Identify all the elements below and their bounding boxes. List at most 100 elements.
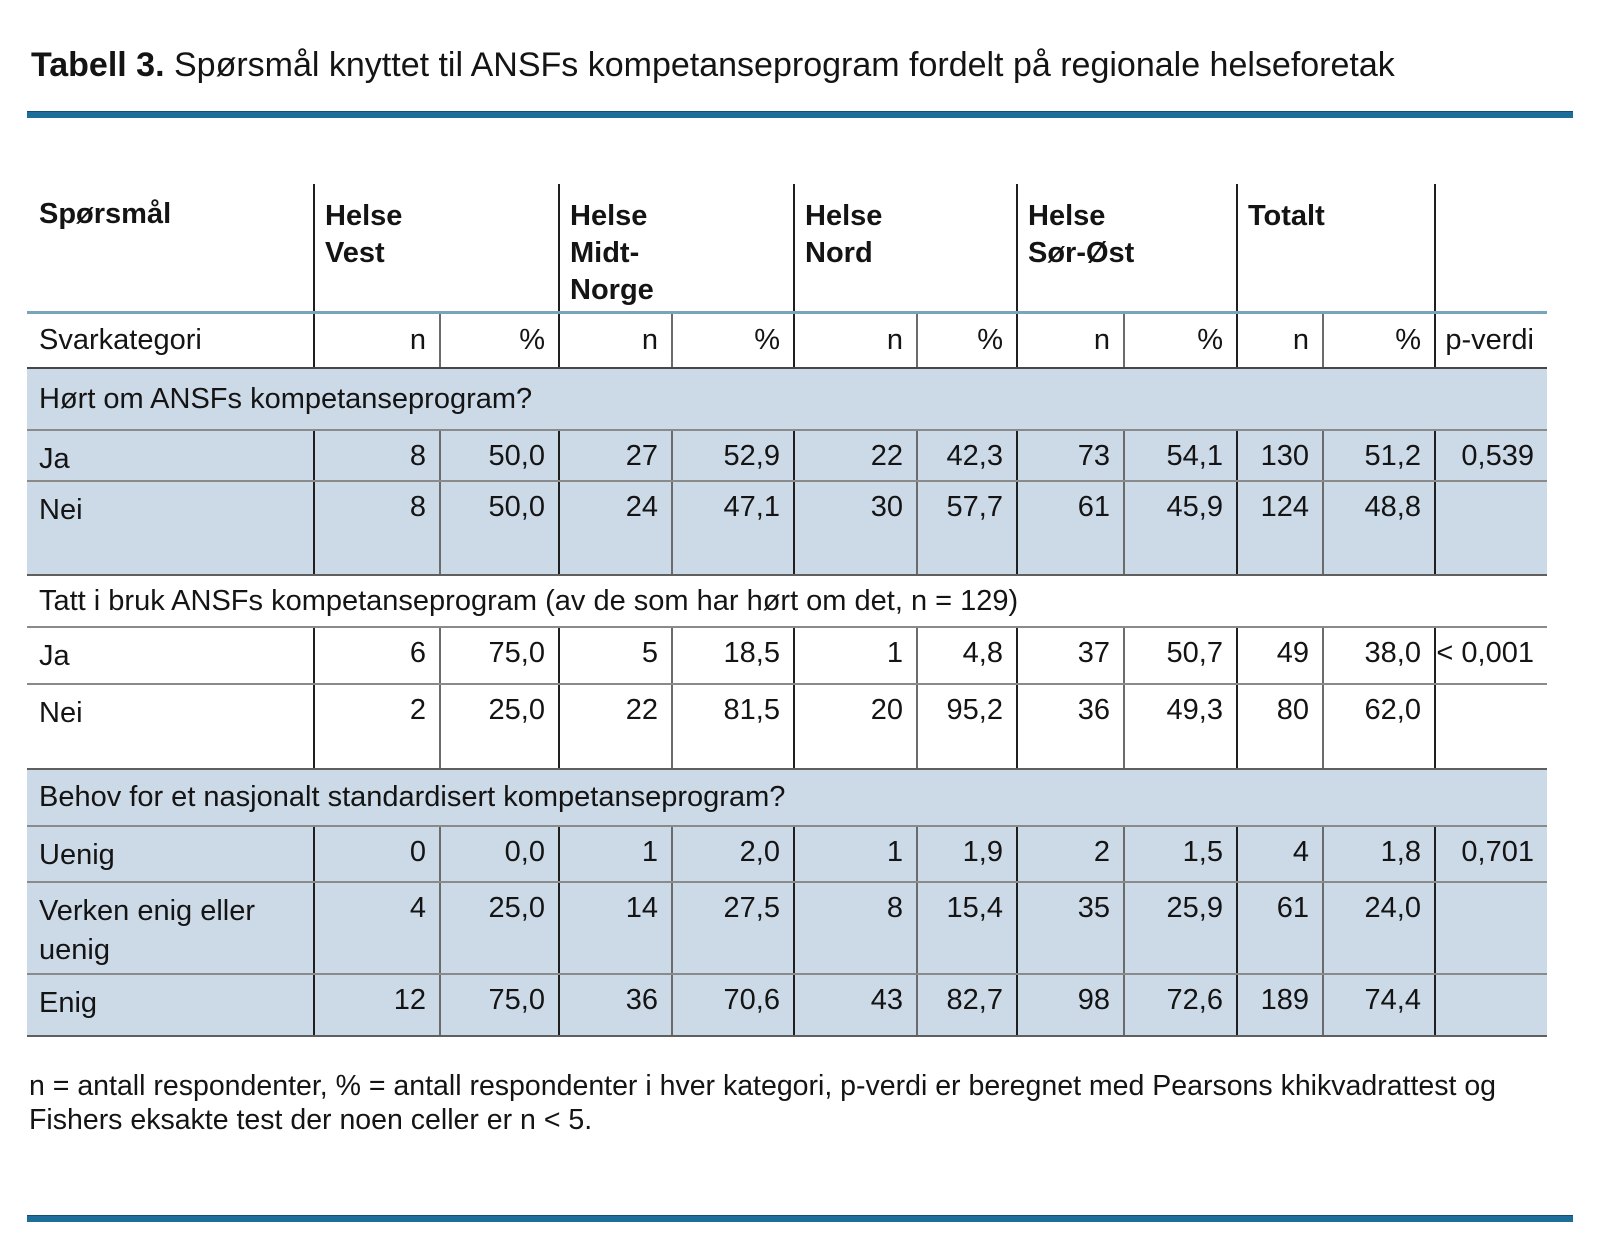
row-label: Verken enig eller uenig (27, 882, 314, 975)
cell: 4,8 (916, 627, 1017, 685)
cell: 25,0 (439, 684, 559, 770)
group-header-empty (1434, 184, 1547, 314)
cell-p-verdi: 0,701 (1434, 826, 1547, 883)
cell: 62,0 (1322, 684, 1435, 770)
cell: 52,9 (671, 430, 794, 482)
subheader-n: n (313, 312, 440, 369)
column-header-sporsmal: Spørsmål (27, 184, 314, 314)
cell-p-verdi (1434, 684, 1547, 770)
cell: 81,5 (671, 684, 794, 770)
group-header-helse-midt-norge: Helse Midt-Norge (558, 184, 794, 314)
cell: 70,6 (671, 974, 794, 1037)
cell-p-verdi: 0,539 (1434, 430, 1547, 482)
results-table: Spørsmål Helse Vest Helse Midt-Norge Hel… (27, 184, 1547, 1037)
cell: 124 (1236, 481, 1323, 576)
subheader-pct: % (1123, 312, 1237, 369)
table-row: Enig 12 75,0 36 70,6 43 82,7 98 72,6 189… (27, 974, 1547, 1037)
section-header-tatt-i-bruk: Tatt i bruk ANSFs kompetanseprogram (av … (27, 575, 1547, 628)
subheader-pct: % (439, 312, 559, 369)
cell: 48,8 (1322, 481, 1435, 576)
cell: 50,7 (1123, 627, 1237, 685)
cell: 189 (1236, 974, 1323, 1037)
cell: 75,0 (439, 974, 559, 1037)
table-row: Uenig 0 0,0 1 2,0 1 1,9 2 1,5 4 1,8 0,70… (27, 826, 1547, 883)
cell-p-verdi (1434, 974, 1547, 1037)
subheader-n: n (558, 312, 672, 369)
group-header-helse-nord: Helse Nord (793, 184, 1017, 314)
cell: 1 (793, 826, 917, 883)
cell: 38,0 (1322, 627, 1435, 685)
section-header-row: Behov for et nasjonalt standardisert kom… (27, 769, 1547, 827)
cell: 4 (313, 882, 440, 975)
cell: 25,0 (439, 882, 559, 975)
table-row: Verken enig eller uenig 4 25,0 14 27,5 8… (27, 882, 1547, 975)
cell: 12 (313, 974, 440, 1037)
cell: 8 (793, 882, 917, 975)
table-row: Nei 8 50,0 24 47,1 30 57,7 61 45,9 124 4… (27, 481, 1547, 576)
subheader-n: n (793, 312, 917, 369)
cell: 72,6 (1123, 974, 1237, 1037)
cell: 2,0 (671, 826, 794, 883)
subheader-n: n (1016, 312, 1124, 369)
cell: 22 (558, 684, 672, 770)
cell: 8 (313, 430, 440, 482)
cell: 27 (558, 430, 672, 482)
group-header-totalt: Totalt (1236, 184, 1435, 314)
row-label: Nei (27, 684, 314, 770)
cell-p-verdi (1434, 481, 1547, 576)
cell: 54,1 (1123, 430, 1237, 482)
cell: 50,0 (439, 430, 559, 482)
cell: 35 (1016, 882, 1124, 975)
cell-p-verdi: < 0,001 (1434, 627, 1547, 685)
cell: 42,3 (916, 430, 1017, 482)
cell: 49 (1236, 627, 1323, 685)
row-label: Nei (27, 481, 314, 576)
subheader-pct: % (916, 312, 1017, 369)
section-header-behov: Behov for et nasjonalt standardisert kom… (27, 769, 1547, 827)
cell: 80 (1236, 684, 1323, 770)
section-header-row: Tatt i bruk ANSFs kompetanseprogram (av … (27, 575, 1547, 628)
cell: 82,7 (916, 974, 1017, 1037)
table-row: Ja 6 75,0 5 18,5 1 4,8 37 50,7 49 38,0 <… (27, 627, 1547, 685)
cell: 1,5 (1123, 826, 1237, 883)
cell: 8 (313, 481, 440, 576)
cell: 37 (1016, 627, 1124, 685)
cell: 45,9 (1123, 481, 1237, 576)
cell: 0 (313, 826, 440, 883)
cell: 1 (793, 627, 917, 685)
table-row: Ja 8 50,0 27 52,9 22 42,3 73 54,1 130 51… (27, 430, 1547, 482)
table-caption: Spørsmål knyttet til ANSFs kompetansepro… (164, 46, 1395, 84)
row-label: Enig (27, 974, 314, 1037)
subheader-row: Svarkategori n % n % n % n % n % p-verdi (27, 312, 1547, 369)
cell: 36 (558, 974, 672, 1037)
cell: 20 (793, 684, 917, 770)
cell: 25,9 (1123, 882, 1237, 975)
cell: 73 (1016, 430, 1124, 482)
subheader-svarkategori: Svarkategori (27, 312, 314, 369)
cell: 15,4 (916, 882, 1017, 975)
cell: 43 (793, 974, 917, 1037)
cell: 47,1 (671, 481, 794, 576)
row-label: Ja (27, 430, 314, 482)
cell: 24,0 (1322, 882, 1435, 975)
top-accent-rule (27, 111, 1573, 118)
cell-p-verdi (1434, 882, 1547, 975)
cell: 27,5 (671, 882, 794, 975)
section-header-row: Hørt om ANSFs kompetanseprogram? (27, 368, 1547, 431)
cell: 24 (558, 481, 672, 576)
table-footnote: n = antall respondenter, % = antall resp… (29, 1070, 1497, 1136)
subheader-p-verdi: p-verdi (1434, 312, 1547, 369)
cell: 5 (558, 627, 672, 685)
group-header-helse-vest: Helse Vest (313, 184, 559, 314)
cell: 95,2 (916, 684, 1017, 770)
cell: 1,8 (1322, 826, 1435, 883)
cell: 18,5 (671, 627, 794, 685)
row-label: Ja (27, 627, 314, 685)
cell: 36 (1016, 684, 1124, 770)
table-number: Tabell 3. (31, 46, 165, 84)
table-row: Nei 2 25,0 22 81,5 20 95,2 36 49,3 80 62… (27, 684, 1547, 770)
bottom-accent-rule (27, 1215, 1573, 1222)
cell: 1 (558, 826, 672, 883)
cell: 22 (793, 430, 917, 482)
row-label: Uenig (27, 826, 314, 883)
